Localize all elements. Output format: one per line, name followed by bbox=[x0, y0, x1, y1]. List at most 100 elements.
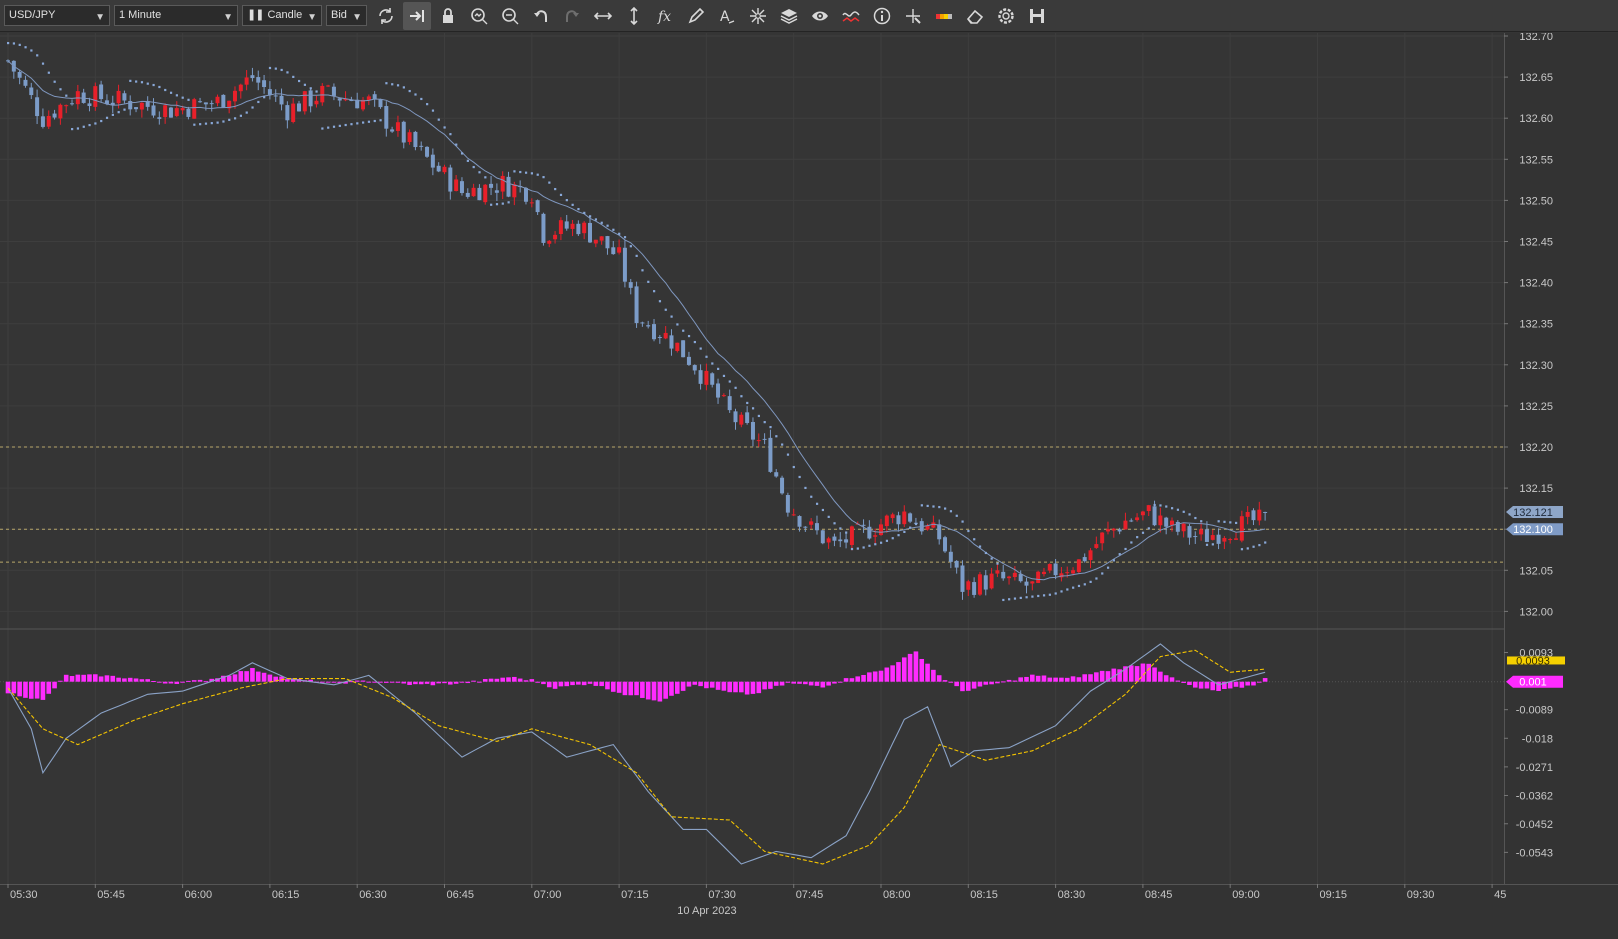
sar-dot bbox=[59, 88, 62, 91]
histogram-bar bbox=[814, 681, 820, 686]
save-button[interactable] bbox=[1023, 2, 1051, 30]
histogram-bar bbox=[762, 681, 767, 690]
color-bar-button[interactable] bbox=[930, 2, 958, 30]
candle-body bbox=[1065, 572, 1070, 574]
signal-wave-button[interactable] bbox=[837, 2, 865, 30]
candle-body bbox=[704, 370, 709, 385]
time-tick-label: 07:00 bbox=[534, 889, 562, 901]
candle-body bbox=[739, 414, 744, 425]
time-tick-label: 07:45 bbox=[796, 889, 824, 901]
zoom-out-button[interactable] bbox=[496, 2, 524, 30]
candle-body bbox=[436, 165, 441, 172]
histogram-bar bbox=[744, 681, 750, 695]
sar-dot bbox=[955, 514, 958, 517]
candle-body bbox=[652, 324, 657, 340]
histogram-bar bbox=[541, 681, 546, 685]
vertical-fit-button[interactable] bbox=[620, 2, 648, 30]
sar-dot bbox=[763, 421, 766, 424]
sar-dot bbox=[1124, 547, 1127, 551]
chart-canvas[interactable]: 132.70 132.65 132.60 132.55 132.50 132.45 132.… bbox=[0, 33, 1618, 939]
histogram-bar bbox=[279, 676, 284, 682]
time-tick-label: 07:15 bbox=[621, 889, 649, 901]
indicators-fx-button[interactable]: fx bbox=[651, 2, 679, 30]
sar-dot bbox=[577, 207, 580, 211]
candle-body bbox=[46, 115, 51, 127]
candle-body bbox=[937, 524, 942, 540]
histogram-bar bbox=[285, 679, 290, 682]
oscillator-axis-labels: 0.0093 -0.0089 -0.018 -0.0271 -0.0362 -0.0452… bbox=[1504, 647, 1553, 859]
sar-dot bbox=[1229, 521, 1232, 524]
sar-dot bbox=[978, 545, 982, 548]
eye-button[interactable] bbox=[806, 2, 834, 30]
info-button[interactable] bbox=[868, 2, 896, 30]
candle-body bbox=[361, 99, 366, 110]
candle-body bbox=[17, 71, 22, 78]
ask-price-badge: 132.121 bbox=[1506, 505, 1563, 519]
settings-ring-button[interactable] bbox=[992, 2, 1020, 30]
sar-dot bbox=[827, 515, 830, 518]
sar-dot bbox=[1153, 503, 1156, 507]
time-tick-label: 08:15 bbox=[970, 889, 998, 901]
histogram-bar bbox=[1024, 676, 1029, 682]
candle-body bbox=[151, 105, 156, 116]
zoom-in-button[interactable] bbox=[465, 2, 493, 30]
eraser-button[interactable] bbox=[961, 2, 989, 30]
sar-dot bbox=[623, 236, 627, 239]
pen-draw-button[interactable] bbox=[682, 2, 710, 30]
candle-body bbox=[1199, 529, 1204, 535]
histogram-bar bbox=[704, 681, 709, 689]
sar-dot bbox=[268, 66, 272, 70]
lock-button[interactable] bbox=[434, 2, 462, 30]
histogram-bar bbox=[669, 681, 674, 696]
candle-body bbox=[849, 526, 854, 545]
candle-body bbox=[227, 100, 232, 109]
sar-dot bbox=[1060, 590, 1063, 593]
refresh-button[interactable] bbox=[372, 2, 400, 30]
histogram-bar bbox=[63, 674, 69, 682]
time-tick-label: 09:00 bbox=[1232, 889, 1260, 901]
refresh-icon bbox=[379, 7, 393, 24]
candle-body bbox=[931, 522, 936, 528]
candle-body bbox=[6, 60, 10, 62]
candle-body bbox=[535, 200, 540, 213]
histogram-bar bbox=[698, 681, 703, 687]
osc-tick-label: -0.0271 bbox=[1516, 762, 1553, 774]
horizontal-fit-button[interactable] bbox=[589, 2, 617, 30]
layers-button[interactable] bbox=[775, 2, 803, 30]
symbol-select[interactable]: USD/JPY ▼ bbox=[4, 5, 110, 26]
crosshair-star-button[interactable] bbox=[744, 2, 772, 30]
candle-body bbox=[506, 176, 511, 197]
price-side-select[interactable]: Bid ▼ bbox=[326, 5, 367, 26]
undo-button[interactable] bbox=[527, 2, 555, 30]
histogram-bar bbox=[1035, 675, 1041, 682]
histogram-bar bbox=[1088, 674, 1093, 682]
histogram-bar bbox=[17, 681, 22, 697]
histogram-bar bbox=[238, 671, 244, 682]
sar-dot bbox=[507, 201, 510, 204]
histogram-bar bbox=[401, 681, 407, 684]
candle-body bbox=[192, 99, 197, 119]
histogram-bar bbox=[837, 681, 843, 683]
candle-body bbox=[87, 103, 92, 107]
redo-button[interactable] bbox=[558, 2, 586, 30]
auto-scroll-button[interactable] bbox=[403, 1, 431, 30]
sar-dot bbox=[187, 98, 190, 101]
candle-body bbox=[1129, 520, 1134, 522]
timeframe-select[interactable]: 1 Minute ▼ bbox=[114, 5, 238, 26]
cursor-cross-button[interactable] bbox=[899, 2, 927, 30]
sar-dot bbox=[944, 507, 947, 510]
sar-dot bbox=[472, 165, 475, 169]
histogram-bar bbox=[442, 681, 447, 684]
sar-dot bbox=[332, 125, 336, 128]
text-tool-button[interactable]: A bbox=[713, 2, 741, 30]
sar-dot bbox=[460, 152, 464, 155]
save-icon bbox=[1030, 8, 1044, 23]
candle-body bbox=[35, 97, 40, 117]
sar-dot bbox=[670, 315, 673, 318]
candle-body bbox=[727, 396, 732, 411]
sar-dot bbox=[490, 203, 493, 206]
sar-dot bbox=[949, 510, 953, 513]
candle-body bbox=[413, 131, 418, 148]
pen-draw-icon bbox=[688, 7, 705, 23]
chart-type-select[interactable]: ❚❚ Candle ▼ bbox=[242, 5, 322, 26]
